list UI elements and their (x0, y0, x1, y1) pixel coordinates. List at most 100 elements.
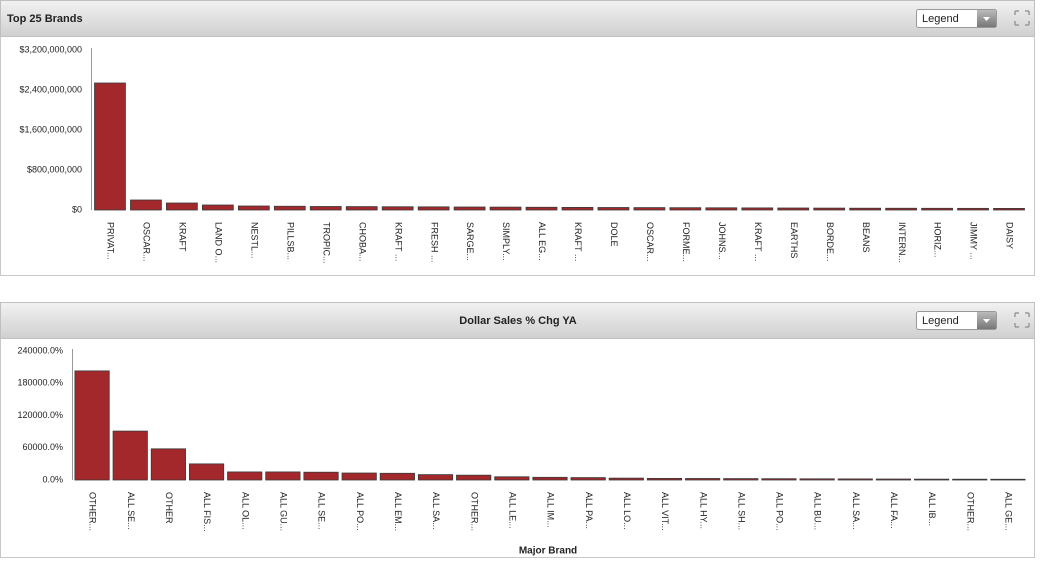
x-tick-label: ALL OL... (240, 492, 250, 530)
expand-icon[interactable] (1014, 312, 1030, 328)
bar (417, 206, 450, 211)
bar (921, 207, 953, 211)
x-tick-label: ALL IM... (546, 492, 556, 528)
x-tick-label: ALL SA... (431, 492, 441, 530)
bar (777, 207, 810, 211)
x-tick-label: ALL PA... (584, 492, 594, 529)
x-tick-label: ALL EG... (537, 222, 547, 261)
bar (633, 207, 666, 211)
x-tick-label: OTHER... (88, 492, 98, 531)
x-tick-label: BEANS (861, 222, 871, 253)
bar (646, 477, 683, 481)
x-tick-label: BORDE... (825, 222, 835, 262)
bar (227, 471, 263, 481)
bar (309, 206, 342, 211)
bar (597, 207, 630, 211)
bar (273, 205, 306, 211)
bar (570, 477, 606, 481)
bar (799, 478, 835, 481)
y-tick-label: 0.0% (42, 474, 63, 484)
bar (74, 370, 110, 481)
expand-icon[interactable] (1014, 10, 1030, 26)
bar (532, 476, 568, 481)
x-tick-label: ALL FIS... (202, 492, 212, 532)
x-tick-label: ALL EM... (393, 492, 403, 531)
bar (381, 206, 414, 211)
x-tick-label: FORME... (681, 222, 691, 262)
legend-dropdown-label[interactable]: Legend (922, 13, 959, 25)
bar (453, 206, 486, 211)
x-tick-label: ALL SH... (736, 492, 746, 530)
panel-title: Dollar Sales % Chg YA (459, 315, 576, 327)
bar (993, 207, 1025, 211)
bar (849, 207, 882, 211)
x-tick-label: TROPIC... (321, 222, 331, 264)
y-tick-label: 180000.0% (17, 378, 63, 388)
x-tick-label: ALL PO... (775, 492, 785, 531)
x-tick-label: ALL SE... (126, 492, 136, 530)
legend-dropdown[interactable] (916, 9, 997, 28)
x-tick-label: KRAFT (178, 222, 188, 252)
x-axis-label: Major Brand (519, 546, 577, 557)
x-tick-label: OTHER... (965, 492, 975, 531)
dropdown-arrow (983, 17, 990, 21)
bar (112, 430, 148, 481)
bar (885, 207, 917, 211)
x-tick-label: ALL IB... (927, 492, 937, 526)
bar (379, 472, 415, 481)
x-tick-label: INTERN... (897, 222, 907, 263)
y-tick-label: $3,200,000,000 (19, 44, 82, 54)
x-tick-label: OSCAR... (645, 222, 655, 262)
x-tick-label: ALL HY... (698, 492, 708, 529)
legend-dropdown[interactable] (916, 311, 997, 330)
bar (705, 207, 738, 211)
panel-title: Top 25 Brands (7, 13, 83, 25)
bar (150, 448, 186, 481)
x-tick-label: EARTHS (789, 222, 799, 258)
bar (417, 474, 454, 481)
panel (0, 0, 1035, 276)
x-tick-label: ALL LE... (507, 492, 517, 529)
x-tick-label: JIMMY ... (969, 222, 979, 260)
panel (0, 302, 1035, 558)
x-tick-label: ALL SE... (317, 492, 327, 530)
x-tick-label: NESTL... (249, 222, 259, 259)
bar (723, 478, 759, 481)
x-tick-label: HORIZ... (933, 222, 943, 258)
x-tick-label: PILLSB... (285, 222, 295, 260)
bar (875, 478, 912, 481)
bar (813, 207, 846, 211)
bar (489, 206, 522, 211)
x-tick-label: ALL LO... (622, 492, 632, 530)
bar (525, 206, 558, 211)
bar (303, 471, 339, 481)
bar (608, 477, 644, 481)
bar (494, 476, 530, 481)
x-tick-label: FRESH ... (429, 222, 439, 263)
x-tick-label: PRIVAT... (106, 222, 116, 260)
bar (456, 474, 492, 481)
bar (237, 205, 270, 211)
bar (685, 478, 721, 481)
x-tick-label: KRAFT ... (573, 222, 583, 261)
x-tick-label: OSCAR... (142, 222, 152, 262)
y-tick-label: $0 (72, 204, 82, 214)
x-tick-label: CHOBA... (357, 222, 367, 262)
x-tick-label: OTHER... (469, 492, 479, 531)
bar (914, 478, 950, 481)
bar (202, 204, 234, 211)
legend-dropdown-label[interactable]: Legend (922, 315, 959, 327)
y-tick-label: 60000.0% (22, 442, 63, 452)
bar (761, 478, 797, 481)
x-tick-label: LAND O... (213, 222, 223, 263)
x-tick-label: ALL VIT... (660, 492, 670, 531)
x-tick-label: ALL GU... (279, 492, 289, 531)
bar (990, 478, 1026, 481)
y-tick-label: 120000.0% (17, 410, 63, 420)
bar (957, 207, 989, 211)
panel-header (0, 302, 1035, 339)
x-tick-label: SARGE... (465, 222, 475, 261)
x-tick-label: JOHNS... (717, 222, 727, 260)
x-tick-label: ALL BU... (813, 492, 823, 530)
x-tick-label: ALL SA... (851, 492, 861, 530)
